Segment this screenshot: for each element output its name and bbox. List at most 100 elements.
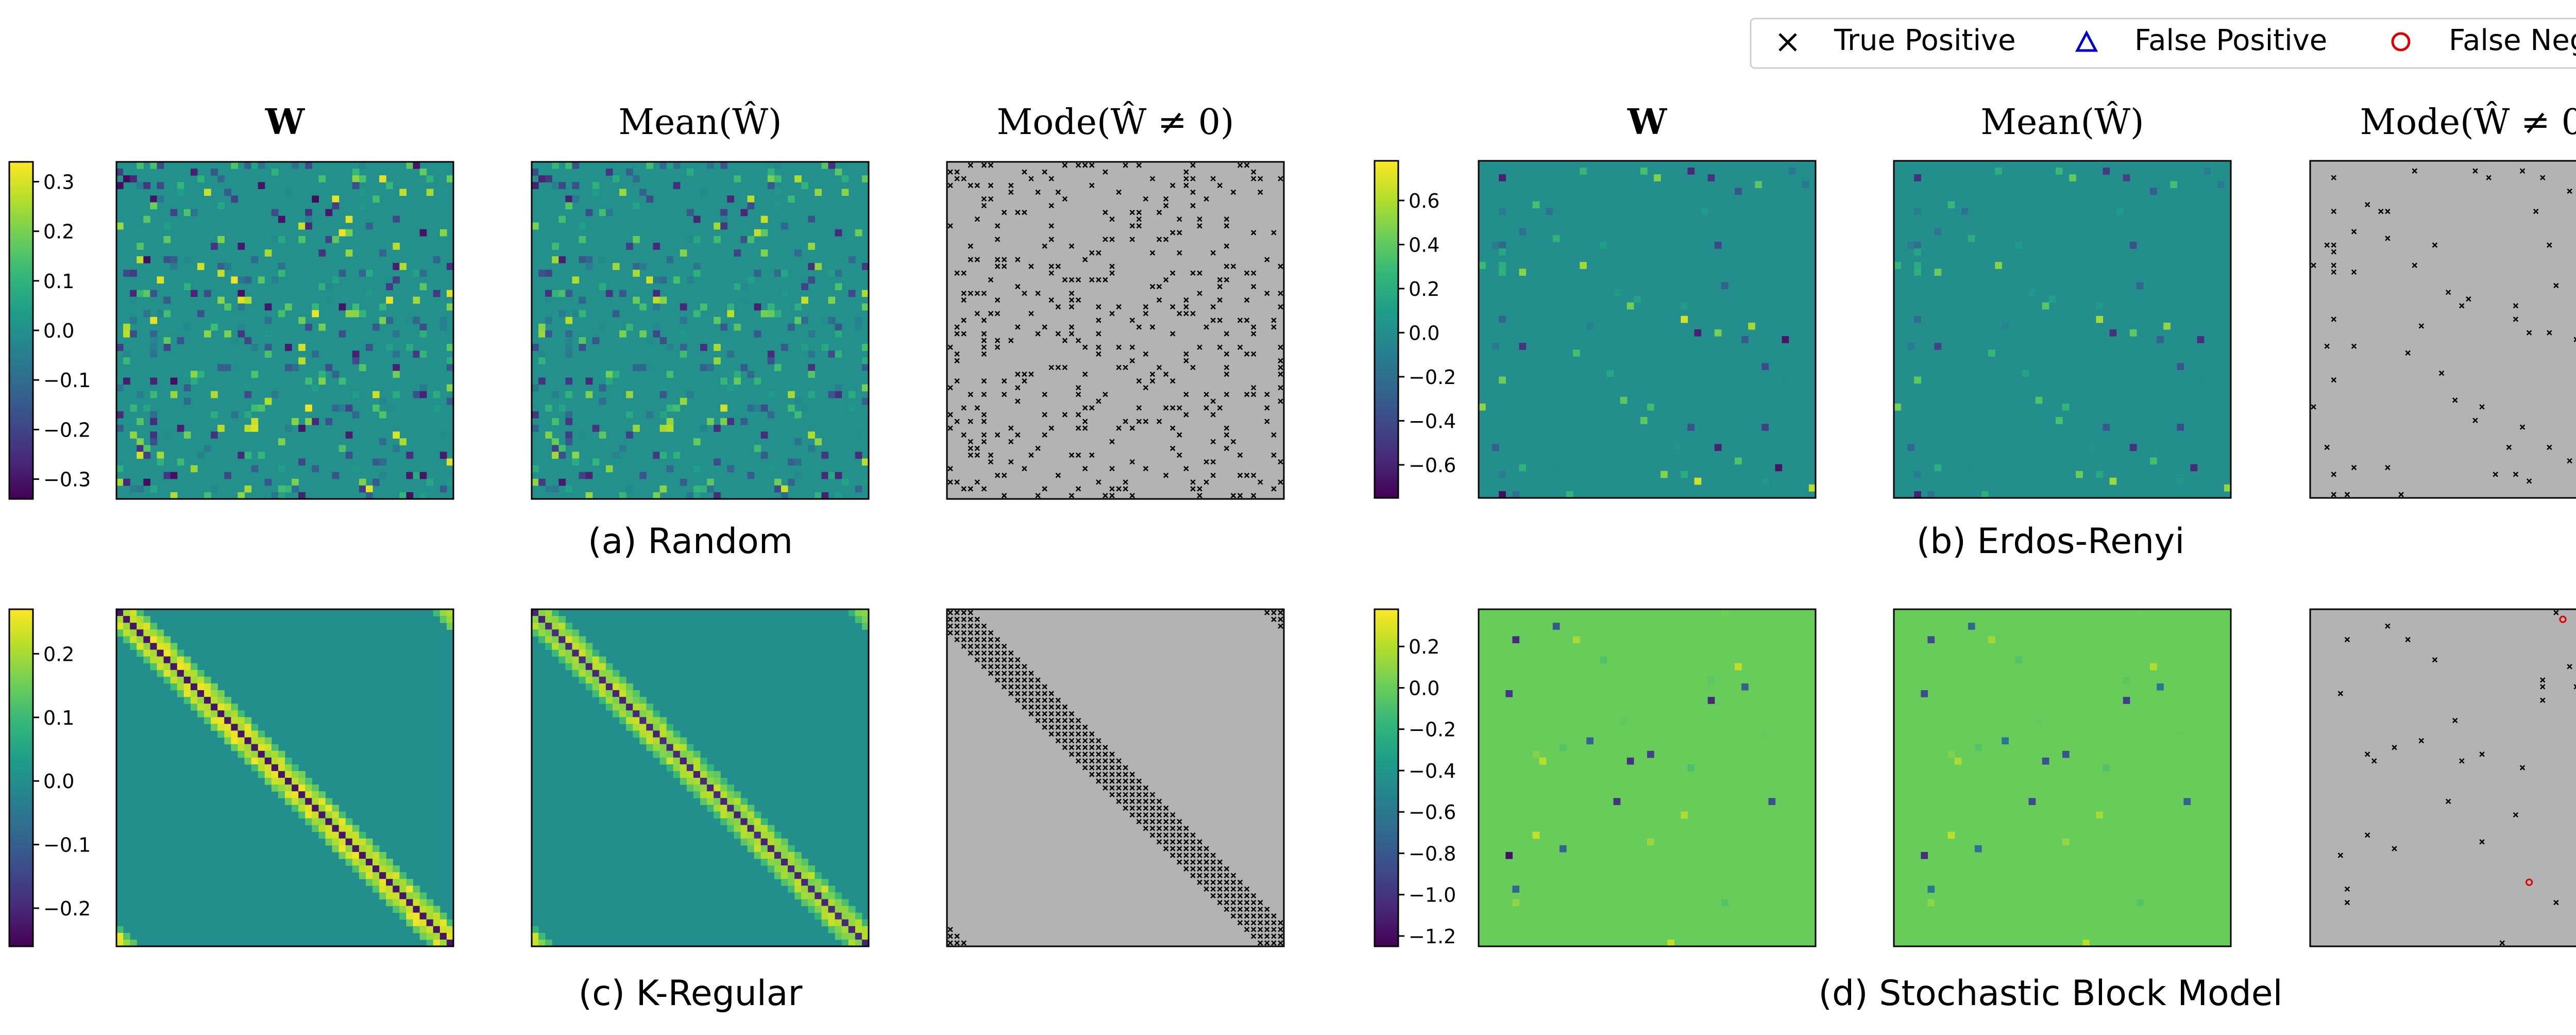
heatmap-cell [538, 169, 546, 176]
true-positive-marker [1136, 378, 1142, 384]
true-positive-marker [1042, 243, 1047, 249]
true-positive-marker [1190, 866, 1196, 872]
heatmap-cell [251, 750, 259, 758]
true-positive-marker [1075, 385, 1081, 391]
heatmap-cell [285, 798, 292, 805]
true-positive-marker [1149, 832, 1156, 838]
true-positive-marker [1170, 405, 1176, 411]
heatmap-cell [774, 202, 782, 210]
heatmap-cell [285, 303, 292, 311]
heatmap-cell [1968, 208, 1975, 215]
heatmap-cell [251, 757, 259, 765]
heatmap-cell [345, 249, 353, 257]
heatmap-cell [150, 636, 158, 643]
heatmap-cell [446, 616, 454, 623]
heatmap-cell [372, 845, 380, 853]
heatmap-cell [224, 730, 231, 738]
mode-background [2310, 609, 2576, 946]
heatmap-cell [538, 330, 546, 338]
heatmap-cell [338, 404, 346, 412]
heatmap-cell [821, 919, 829, 927]
heatmap-cell [393, 892, 400, 900]
heatmap-cell [781, 838, 788, 846]
heatmap-cell [365, 838, 373, 846]
heatmap-cell [1532, 750, 1540, 758]
true-positive-marker [1183, 358, 1189, 364]
heatmap-cell [197, 697, 205, 704]
heatmap-cell [754, 852, 761, 859]
heatmap-cell [393, 431, 400, 439]
heatmap-cell [238, 290, 245, 297]
heatmap-cell [130, 431, 137, 439]
heatmap-cell [190, 169, 198, 176]
heatmap-cell [774, 858, 782, 866]
heatmap-cell [406, 886, 414, 893]
true-positive-marker [954, 933, 960, 939]
true-positive-marker [1210, 859, 1216, 865]
heatmap-cell [190, 371, 198, 378]
heatmap-cell [1519, 269, 1527, 276]
heatmap-cell [271, 744, 279, 752]
heatmap-cell [659, 724, 667, 731]
heatmap-cell [217, 202, 225, 210]
heatmap-cell [1914, 248, 1921, 256]
true-positive-marker [974, 623, 980, 629]
heatmap-cell [1580, 262, 1587, 269]
true-positive-marker [1143, 819, 1149, 825]
true-positive-marker [2371, 758, 2377, 764]
heatmap-cell [150, 290, 158, 297]
colorbar: 0.60.40.20.0−0.2−0.4−0.6 [1374, 160, 1456, 499]
heatmap-cell [2150, 188, 2157, 195]
true-positive-marker [1082, 744, 1088, 750]
heatmap-cell [633, 704, 640, 711]
heatmap-cell [137, 182, 144, 189]
true-positive-marker [1204, 392, 1209, 397]
heatmap-cell [639, 330, 647, 338]
true-positive-marker [1163, 825, 1169, 831]
true-positive-marker [988, 657, 994, 663]
true-positive-marker [2324, 444, 2330, 450]
heatmap-cell [633, 730, 640, 738]
heatmap-cell [714, 425, 721, 432]
heatmap-cell [707, 784, 714, 792]
true-positive-marker [947, 479, 953, 485]
heatmap-cell [231, 737, 239, 745]
heatmap-cell [285, 771, 292, 778]
heatmap-cell [1761, 730, 1769, 738]
heatmap-cell [1626, 302, 1634, 310]
heatmap-cell [264, 778, 272, 785]
heatmap-cell [365, 872, 373, 879]
heatmap-cell [231, 337, 239, 344]
mean-weights-heatmap-background [1894, 609, 2231, 946]
heatmap-cell [659, 391, 667, 398]
heatmap-cell [264, 764, 272, 772]
heatmap-cell [767, 845, 775, 853]
colorbar-tick-label: −0.2 [1409, 366, 1456, 389]
heatmap-cell [558, 215, 566, 223]
heatmap-cell [626, 169, 633, 176]
heatmap-cell [439, 609, 447, 616]
heatmap-cell [419, 270, 427, 277]
heatmap-cell [585, 670, 593, 677]
heatmap-cell [707, 364, 714, 372]
heatmap-cell [532, 932, 539, 940]
heatmap-cell [815, 912, 822, 920]
heatmap-cell [855, 926, 862, 933]
heatmap-cell [116, 182, 124, 189]
heatmap-cell [1681, 471, 1688, 478]
heatmap-cell [386, 276, 393, 284]
heatmap-cell [197, 371, 205, 378]
true-positive-marker [2573, 337, 2576, 342]
heatmap-cell [861, 926, 869, 933]
heatmap-cell [137, 629, 144, 637]
true-positive-marker [1210, 879, 1216, 885]
heatmap-cell [318, 175, 326, 182]
true-positive-marker [1210, 318, 1216, 323]
heatmap-cell [1499, 208, 1506, 215]
heatmap-cell [231, 195, 239, 203]
heatmap-cell [197, 263, 205, 270]
heatmap-cell [338, 845, 346, 853]
heatmap-cell [325, 805, 333, 812]
true-positive-marker [1210, 853, 1216, 858]
heatmap-cell [116, 926, 124, 933]
